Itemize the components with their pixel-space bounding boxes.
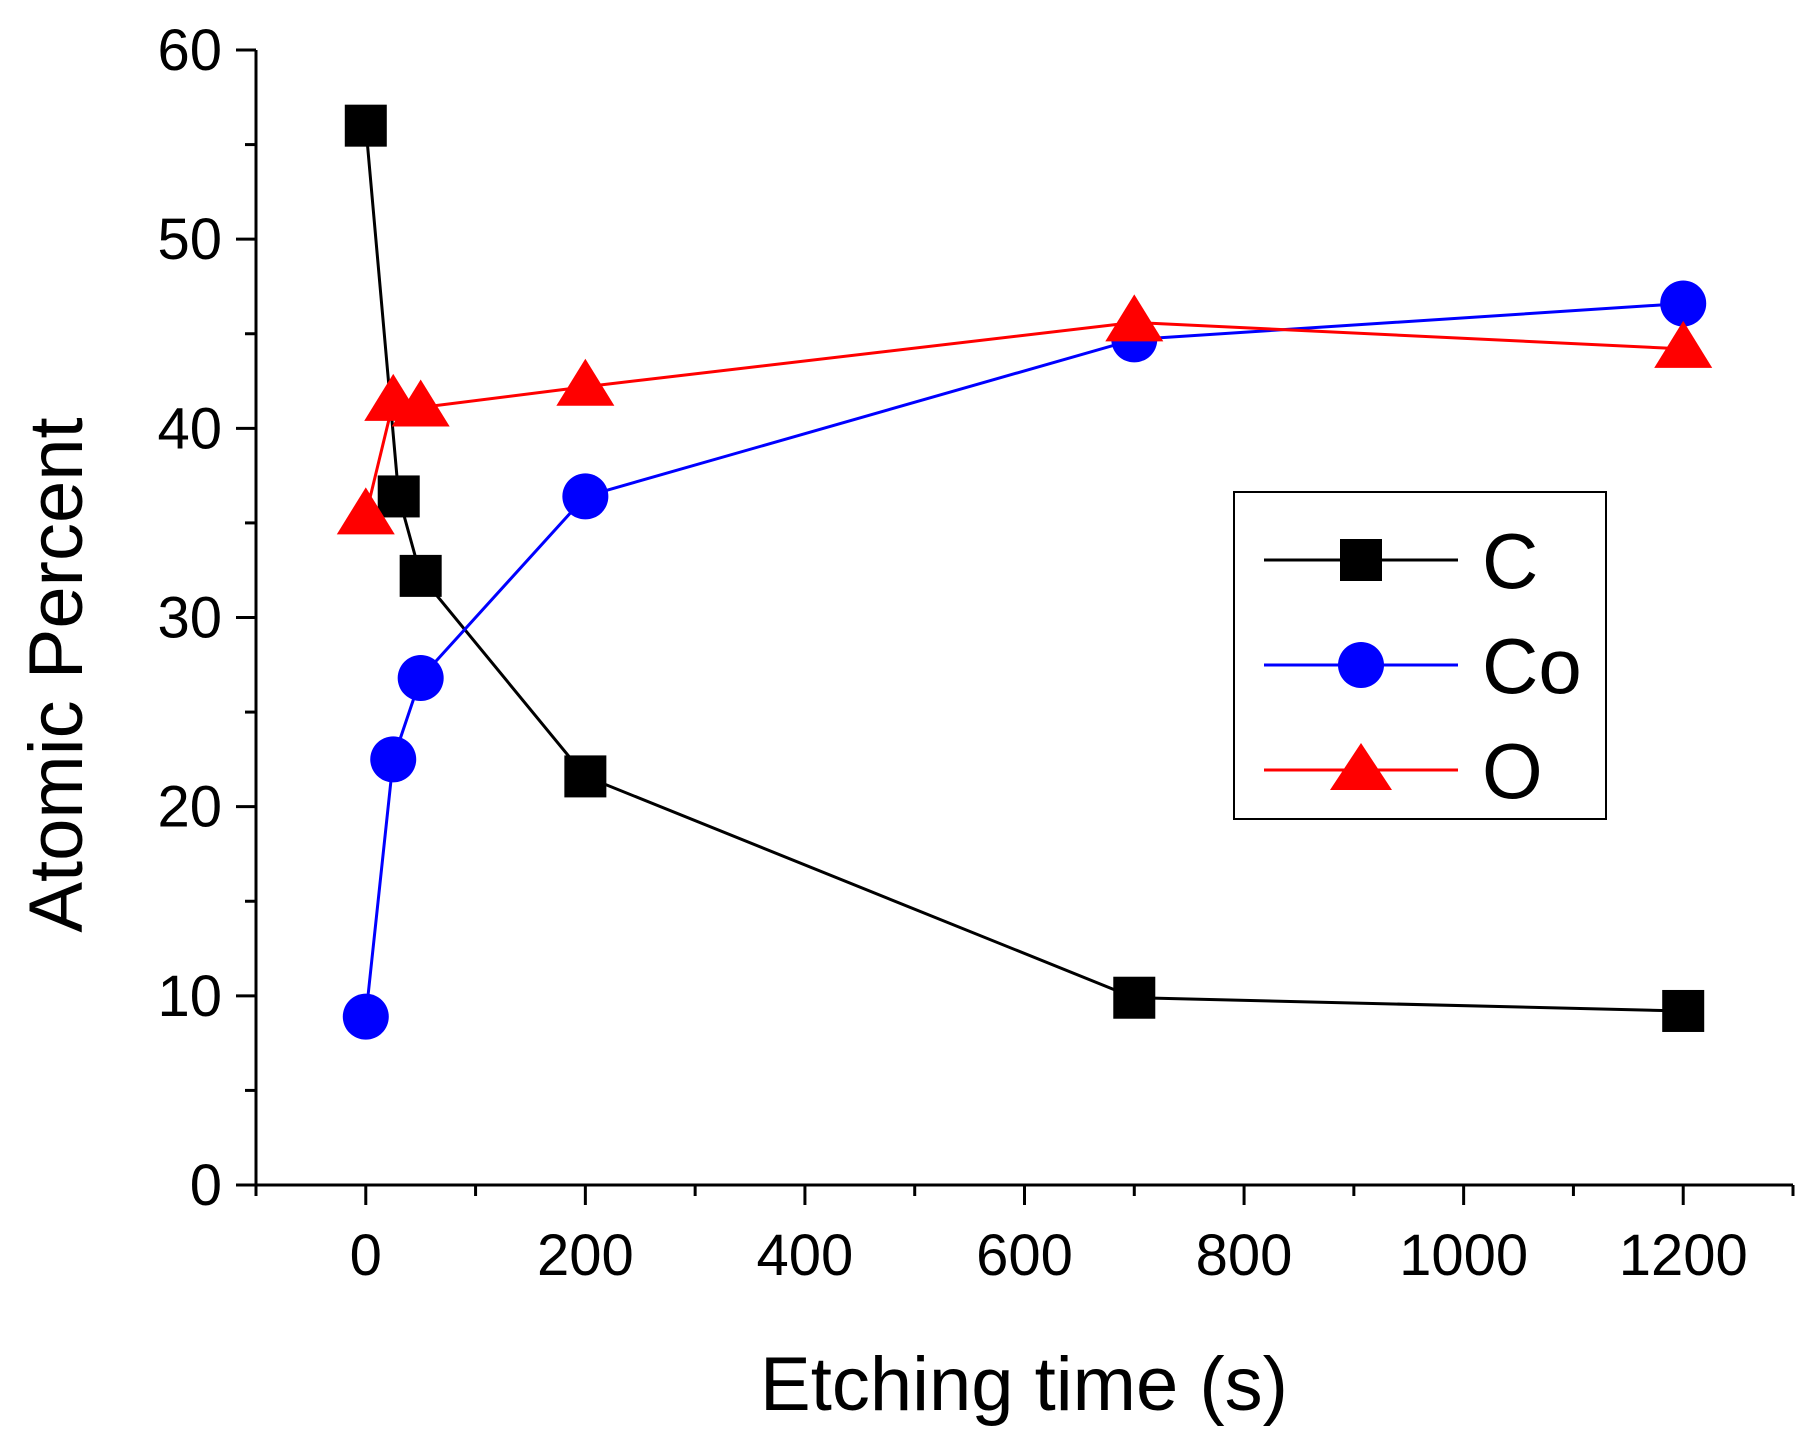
- x-tick-label: 1200: [1619, 1223, 1748, 1288]
- y-tick-label: 0: [190, 1153, 222, 1218]
- data-point-o: [556, 358, 615, 406]
- series-line-co: [364, 301, 1684, 1017]
- series-o: [336, 294, 1713, 535]
- y-tick-label: 30: [157, 586, 222, 651]
- legend-marker-o: [1330, 743, 1392, 790]
- series-line-c: [364, 125, 1684, 1013]
- y-tick-label: 40: [157, 396, 222, 461]
- series-line-o: [364, 320, 1684, 516]
- data-point-co: [1660, 280, 1707, 327]
- series-c: [344, 104, 1705, 1032]
- x-tick-label: 1000: [1399, 1223, 1528, 1288]
- x-tick-label: 800: [1196, 1223, 1293, 1288]
- data-point-c: [564, 755, 607, 798]
- legend: C Co O: [1233, 491, 1607, 820]
- data-point-o: [1105, 294, 1164, 342]
- x-tick-label: 200: [537, 1223, 634, 1288]
- legend-box: [1233, 491, 1607, 820]
- y-tick-label: 50: [157, 207, 222, 272]
- data-point-co: [562, 473, 609, 520]
- x-axis-title: Etching time (s): [760, 1342, 1288, 1427]
- data-point-c: [344, 104, 387, 147]
- data-point-co: [370, 736, 417, 783]
- legend-label-co: Co: [1482, 622, 1582, 710]
- x-tick-label: 400: [757, 1223, 854, 1288]
- legend-label-o: O: [1482, 727, 1543, 815]
- legend-marker-c: [1340, 539, 1382, 581]
- data-point-co: [397, 655, 444, 702]
- data-point-o: [1654, 320, 1713, 368]
- data-point-o: [336, 487, 395, 535]
- data-point-c: [399, 554, 442, 597]
- y-tick-label: 60: [157, 18, 222, 83]
- data-point-co: [342, 993, 389, 1040]
- legend-marker-co: [1338, 642, 1384, 688]
- series-layer: [336, 104, 1713, 1040]
- x-tick-label: 600: [976, 1223, 1073, 1288]
- data-point-c: [1113, 976, 1156, 1019]
- data-point-c: [377, 475, 420, 518]
- data-point-o: [391, 379, 450, 427]
- y-tick-label: 20: [157, 775, 222, 840]
- y-tick-label: 10: [157, 964, 222, 1029]
- data-point-c: [1662, 989, 1705, 1032]
- legend-label-c: C: [1482, 517, 1538, 605]
- x-tick-label: 0: [350, 1223, 382, 1288]
- ticks: 0 200 400 600 800 1000 1200 0 10 20 30 40 50 60: [157, 18, 1795, 1288]
- series-co: [342, 280, 1707, 1040]
- y-axis-title: Atomic Percent: [14, 417, 99, 932]
